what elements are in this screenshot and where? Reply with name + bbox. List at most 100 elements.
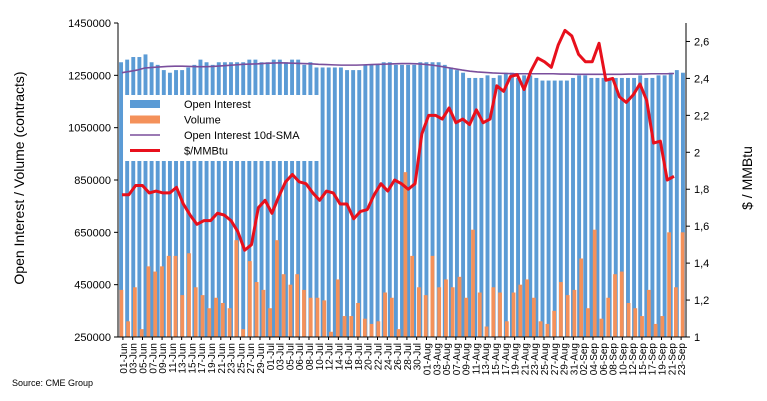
legend-label: Open Interest (184, 99, 251, 111)
legend-label: Volume (184, 115, 221, 127)
volume-bar (200, 295, 205, 337)
open-interest-bar (253, 59, 258, 337)
x-tick-label: 05-Aug (442, 343, 453, 375)
x-tick-label: 17-Jun (197, 343, 208, 374)
open-interest-bar (125, 59, 130, 337)
volume-bar (139, 329, 144, 337)
volume-bar (565, 295, 570, 337)
left-tick-label: 250000 (74, 332, 111, 344)
axes: 250000 450000 650000 850000 1050000 1250000 14… (68, 18, 709, 375)
open-interest-bar (558, 80, 563, 337)
x-tick-label: 13-Aug (481, 343, 492, 375)
volume-bar (268, 308, 273, 337)
x-tick-label: 29-Aug (560, 343, 571, 375)
open-interest-bar (503, 72, 508, 337)
right-tick-label: 1,2 (694, 295, 709, 307)
open-interest-bar (326, 67, 331, 337)
open-interest-bar (400, 64, 404, 338)
x-tick-label: 03-Jun (129, 343, 140, 374)
open-interest-bar (161, 70, 166, 337)
x-tick-label: 23-Sep (677, 343, 688, 376)
volume-bar (173, 255, 178, 337)
open-interest-bar (338, 67, 343, 337)
volume-bar (464, 297, 469, 337)
legend: Open Interest Volume Open Interest 10d-SMA… (124, 95, 320, 161)
volume-bar (457, 276, 462, 337)
right-tick-label: 1,4 (694, 258, 709, 270)
volume-bar (166, 255, 171, 337)
open-interest-bar (540, 80, 545, 337)
open-interest-bar (638, 75, 643, 337)
open-interest-bar (644, 77, 649, 337)
open-interest-bar (143, 54, 148, 338)
volume-bar (633, 308, 638, 337)
x-tick-label: 27-Aug (550, 343, 561, 375)
x-tick-label: 17-Aug (501, 343, 512, 375)
x-tick-label: 14-Jul (334, 343, 345, 370)
volume-bar (606, 297, 611, 337)
volume-bar (220, 302, 225, 337)
x-tick-label: 08-Jul (305, 343, 316, 370)
right-tick-label: 1 (694, 332, 700, 344)
open-interest-bar (155, 64, 160, 338)
open-interest-bar (455, 70, 459, 337)
right-tick-label: 2 (694, 147, 700, 159)
volume-bar (335, 279, 340, 337)
volume-bar (640, 316, 644, 337)
open-interest-bar (387, 62, 392, 337)
open-interest-bar (632, 77, 637, 337)
volume-bar (626, 302, 631, 337)
x-tick-label: 21-Sep (667, 343, 678, 376)
x-tick-label: 01-Jun (119, 343, 130, 374)
x-tick-label: 21-Aug (520, 343, 531, 375)
volume-bar (653, 323, 658, 337)
volume-bar (586, 308, 590, 337)
volume-bar (498, 292, 502, 337)
volume-bar (308, 297, 313, 337)
open-interest-bar (497, 75, 502, 337)
x-tick-label: 09-Jun (158, 343, 169, 374)
volume-bar (133, 287, 137, 337)
volume-bar (187, 253, 191, 337)
volume-bar (403, 172, 408, 337)
volume-bar (288, 284, 293, 337)
left-axis-title: Open Interest / Volume (contracts) (11, 71, 27, 284)
x-tick-label: 01-Aug (422, 343, 433, 375)
x-tick-label: 26-Jul (393, 343, 404, 370)
open-interest-bar (479, 77, 484, 337)
volume-bar (417, 287, 421, 337)
open-interest-bar (577, 75, 582, 337)
source-note: Source: CME Group (12, 378, 94, 388)
volume-bar (295, 274, 300, 337)
volume-bar (329, 331, 333, 337)
open-interest-bar (222, 62, 227, 337)
volume-bars (119, 172, 685, 337)
open-interest-bar (241, 62, 246, 337)
x-tick-label: 21-Jun (217, 343, 228, 374)
right-tick-label: 1,6 (694, 221, 709, 233)
open-interest-bar (363, 64, 368, 338)
open-interest-bar (626, 77, 630, 337)
legend-label: Open Interest 10d-SMA (184, 130, 300, 142)
left-tick-label: 1250000 (68, 70, 111, 82)
open-interest-bar (656, 75, 661, 337)
open-interest-bar (210, 64, 215, 338)
open-interest-bar (406, 64, 411, 338)
open-interest-bar (167, 72, 172, 337)
open-interest-bar (174, 70, 178, 337)
open-interest-bar (583, 75, 588, 337)
open-interest-bar (204, 62, 209, 337)
volume-bar (660, 316, 665, 337)
volume-bar (349, 316, 354, 337)
open-interest-bar (320, 67, 325, 337)
x-tick-label: 20-Jul (364, 343, 375, 370)
open-interest-bar (601, 77, 606, 337)
open-interest-bar (259, 62, 264, 337)
volume-bar (180, 295, 185, 337)
x-tick-label: 06-Jul (295, 343, 306, 370)
x-tick-label: 19-Aug (511, 343, 522, 375)
open-interest-bar (314, 67, 319, 337)
open-interest-bar (680, 72, 685, 337)
open-interest-bar (430, 62, 435, 337)
volume-bar (254, 282, 259, 337)
